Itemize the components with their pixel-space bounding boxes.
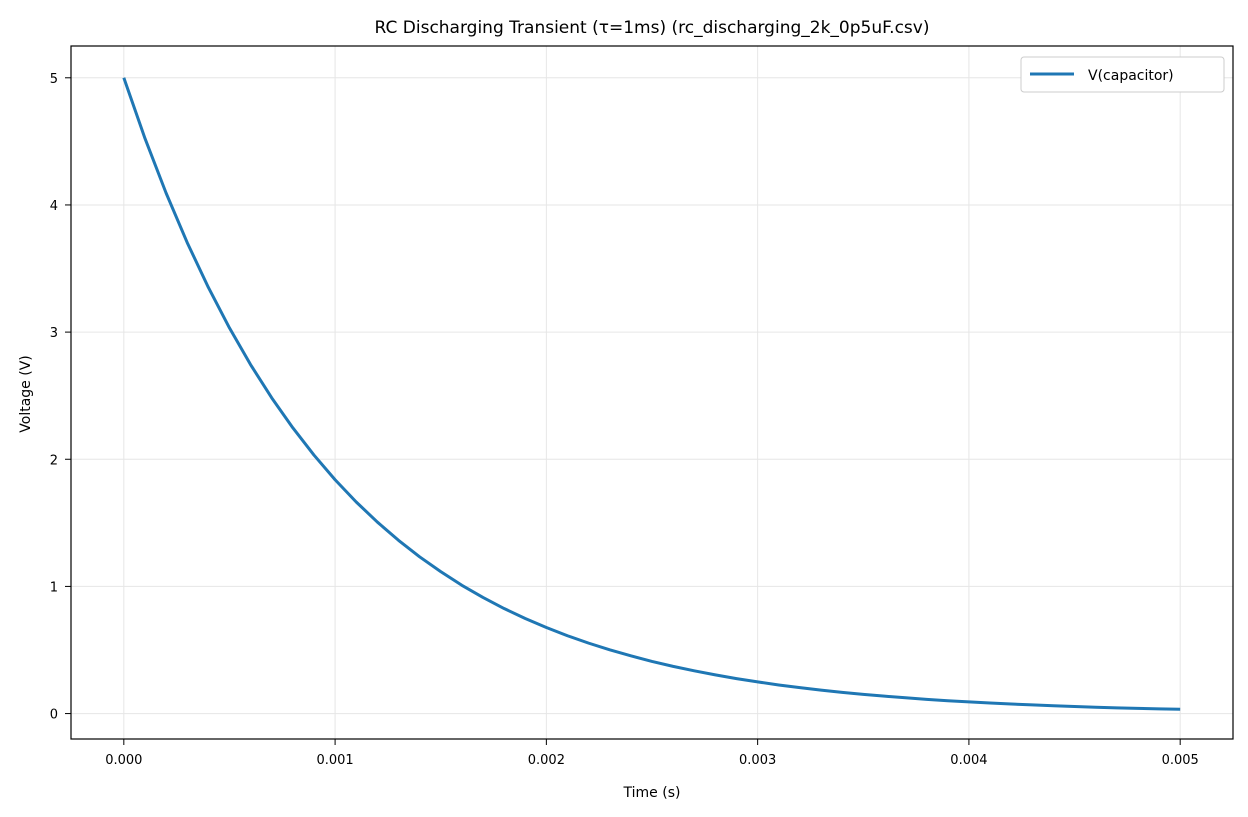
y-tick-label: 2 xyxy=(50,453,58,468)
x-tick-label: 0.004 xyxy=(950,753,987,768)
x-tick-label: 0.003 xyxy=(739,753,776,768)
y-axis: 0 1 2 3 4 5 xyxy=(50,72,71,723)
y-tick-label: 1 xyxy=(50,580,58,595)
y-tick-label: 4 xyxy=(50,199,58,214)
x-tick-label: 0.001 xyxy=(316,753,353,768)
plot-frame xyxy=(70,45,1234,740)
x-axis-label: Time (s) xyxy=(623,785,681,801)
x-tick-label: 0.000 xyxy=(105,753,142,768)
legend-box xyxy=(1020,56,1225,93)
x-tick-label: 0.005 xyxy=(1162,753,1199,768)
y-tick-label: 5 xyxy=(50,72,58,87)
grid xyxy=(71,46,1233,739)
y-tick-label: 0 xyxy=(50,708,58,723)
legend-label: V(capacitor) xyxy=(1088,68,1174,84)
legend: V(capacitor) xyxy=(1020,56,1225,93)
y-axis-label: Voltage (V) xyxy=(18,355,34,432)
chart-title: RC Discharging Transient (τ=1ms) (rc_dis… xyxy=(375,18,930,38)
series-layer xyxy=(122,77,1181,711)
y-tick-label: 3 xyxy=(50,326,58,341)
x-axis: 0.000 0.001 0.002 0.003 0.004 0.005 xyxy=(105,739,1199,768)
x-tick-label: 0.002 xyxy=(528,753,565,768)
series-line-v-capacitor xyxy=(122,77,1181,711)
